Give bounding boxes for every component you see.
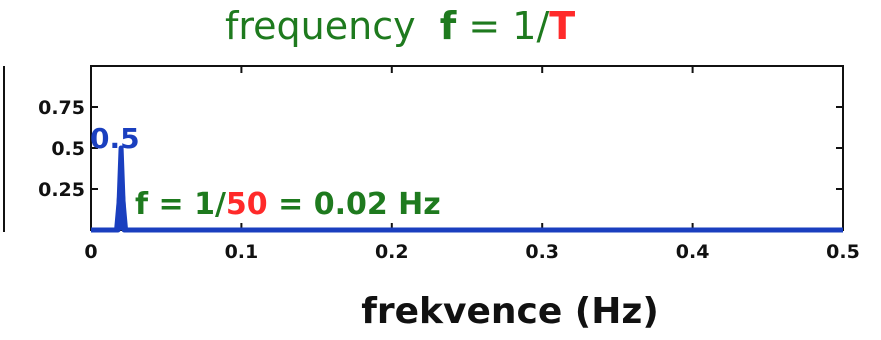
x-tick-label: 0.4 [676,241,710,263]
annotation-num: 50 [226,187,268,222]
y-tick-label: 0.5 [51,138,85,160]
title-T: T [549,4,576,48]
title-eq: = 1/ [456,4,550,48]
x-tick-label: 0.5 [826,241,860,263]
chart-title: frequency f = 1/T [225,4,575,48]
annotation-rest: = 0.02 Hz [268,187,441,222]
x-tick-label: 0.3 [525,241,559,263]
x-tick-label: 0.2 [375,241,409,263]
title-f: f [439,4,457,48]
peak-label: 0.5 [90,122,140,155]
x-axis-label: frekvence (Hz) [361,291,659,332]
x-tick-label: 0.1 [225,241,259,263]
y-ticks: 0.250.50.75 [38,97,843,201]
series-layer [91,145,843,233]
y-tick-label: 0.25 [38,179,85,201]
annotation-f-part: f = 1/ [135,187,226,222]
y-tick-label: 0.75 [38,97,85,119]
title-prefix: frequency [225,4,416,48]
peak-stem [114,148,129,230]
x-ticks: 0 0.1 0.2 0.3 0.4 0.5 [84,66,860,263]
frequency-annotation: f = 1/50 = 0.02 Hz [135,187,441,222]
x-tick-label: 0 [84,241,97,263]
